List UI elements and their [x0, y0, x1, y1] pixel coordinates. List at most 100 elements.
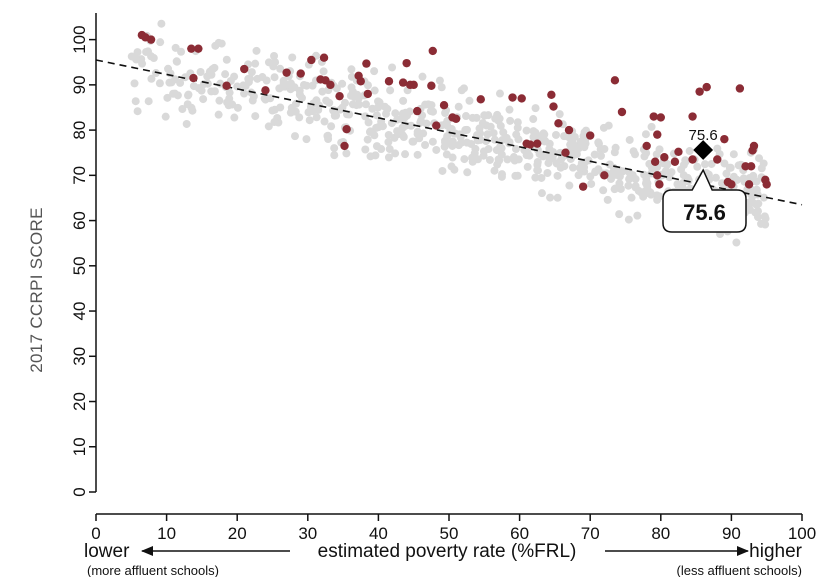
- background-point: [320, 117, 329, 126]
- background-point: [364, 118, 373, 127]
- background-point: [363, 135, 372, 144]
- background-point: [454, 102, 463, 111]
- background-point: [457, 138, 466, 147]
- background-point: [429, 107, 438, 116]
- highlighted-point: [282, 68, 291, 77]
- background-point: [161, 112, 170, 121]
- background-point: [478, 119, 487, 128]
- background-point: [384, 130, 393, 139]
- background-point: [596, 151, 605, 160]
- background-point: [399, 96, 408, 105]
- background-point: [370, 86, 379, 95]
- background-point: [603, 195, 612, 204]
- x-tick-label: 50: [440, 524, 459, 543]
- background-point: [327, 122, 336, 131]
- background-point: [543, 169, 552, 178]
- highlighted-point: [642, 141, 651, 151]
- background-point: [505, 105, 514, 114]
- background-point: [599, 186, 608, 195]
- background-point: [700, 160, 709, 169]
- background-point: [442, 150, 451, 159]
- background-point: [553, 193, 562, 202]
- background-point: [732, 238, 741, 247]
- background-point: [529, 115, 538, 124]
- background-point: [271, 58, 280, 67]
- background-point: [513, 171, 522, 180]
- background-point: [693, 162, 702, 171]
- background-point: [625, 174, 634, 183]
- background-point: [295, 113, 304, 122]
- background-point: [493, 110, 502, 119]
- highlighted-point: [702, 82, 711, 92]
- background-point: [725, 163, 734, 172]
- background-point: [163, 93, 172, 102]
- highlighted-point: [735, 84, 745, 93]
- axes: 0 10 20 30 40 50 60 70 80 90 100 0 10 20 30 40 50 60 70 80 9…: [70, 13, 816, 543]
- background-point: [624, 215, 633, 224]
- background-point: [302, 135, 311, 144]
- background-point: [506, 116, 515, 125]
- background-point: [353, 90, 362, 99]
- background-point: [462, 112, 471, 121]
- highlighted-point: [362, 59, 371, 68]
- background-point: [330, 144, 339, 153]
- trendline: [95, 59, 803, 206]
- callout-box: [662, 168, 747, 233]
- highlighted-point: [610, 76, 620, 85]
- y-tick-label: 30: [70, 347, 89, 366]
- background-point: [679, 171, 688, 180]
- background-point: [755, 154, 764, 163]
- background-point: [215, 96, 224, 105]
- x-tick-label: 30: [298, 524, 317, 543]
- background-point: [511, 145, 520, 154]
- background-point: [442, 138, 451, 147]
- background-point: [629, 147, 638, 156]
- highlighted-point: [547, 90, 556, 100]
- highlighted-point: [617, 107, 627, 117]
- background-point: [399, 123, 408, 132]
- highlighted-point: [695, 87, 704, 96]
- background-point: [258, 73, 267, 82]
- background-point: [722, 169, 731, 178]
- y-tick-label: 60: [70, 211, 89, 230]
- x-tick-label: 90: [722, 524, 741, 543]
- background-point: [217, 39, 226, 48]
- highlighted-point: [660, 153, 669, 162]
- highlighted-point: [561, 148, 570, 157]
- background-point: [639, 192, 648, 201]
- background-point: [490, 166, 499, 175]
- background-point: [378, 122, 387, 131]
- highlighted-point: [586, 131, 595, 140]
- y-tick-label: 80: [70, 121, 89, 140]
- highlighted-point: [340, 141, 349, 151]
- background-point: [631, 183, 640, 192]
- background-point: [372, 123, 381, 132]
- background-point: [720, 159, 729, 168]
- background-point: [211, 41, 220, 50]
- highlighted-point: [600, 171, 609, 180]
- highlighted-point: [533, 139, 542, 148]
- background-point: [336, 105, 345, 114]
- background-point: [209, 64, 218, 73]
- background-point: [407, 121, 416, 130]
- highlight-callout: 75.6 75.6: [662, 127, 747, 233]
- background-point: [485, 155, 494, 164]
- highlighted-points: [137, 30, 771, 191]
- x-tick-label: 40: [369, 524, 388, 543]
- background-point: [759, 159, 768, 168]
- background-point: [605, 160, 614, 169]
- highlighted-point: [326, 80, 335, 90]
- background-point: [495, 89, 504, 98]
- background-point: [653, 195, 662, 204]
- background-point: [361, 100, 370, 109]
- trendline-layer: [95, 59, 803, 206]
- background-point: [468, 113, 477, 122]
- background-point: [225, 88, 234, 97]
- highlighted-point: [146, 35, 156, 44]
- background-point: [465, 96, 474, 105]
- background-point: [155, 79, 164, 88]
- background-point: [324, 131, 333, 140]
- background-point: [382, 109, 391, 118]
- background-point: [587, 179, 596, 188]
- highlighted-point: [409, 80, 418, 90]
